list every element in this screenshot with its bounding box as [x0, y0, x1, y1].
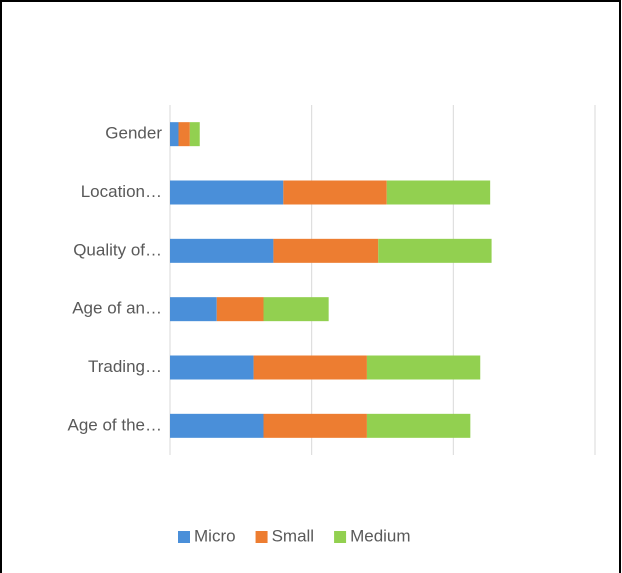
bar-segment [170, 238, 274, 263]
bar-segment [386, 180, 491, 205]
bar-segment [366, 413, 471, 438]
legend-swatch [178, 531, 190, 543]
y-tick-label: Age of the… [67, 415, 162, 434]
y-tick-label: Gender [105, 124, 162, 143]
legend-label: Medium [350, 526, 410, 545]
bar-segment [253, 355, 367, 380]
legend-label: Micro [194, 526, 236, 545]
bar-segment [189, 122, 200, 147]
y-tick-label: Trading… [88, 357, 162, 376]
bar-segment [263, 297, 329, 322]
bar-segment [216, 297, 264, 322]
y-tick-label: Location… [81, 182, 162, 201]
bar-segment [170, 122, 179, 147]
bar-segment [170, 355, 254, 380]
bar-segment [170, 413, 264, 438]
legend-label: Small [272, 526, 315, 545]
bar-segment [170, 297, 217, 322]
legend-swatch [334, 531, 347, 543]
y-tick-label: Quality of… [73, 240, 162, 259]
bar-segment [263, 413, 367, 438]
bar-segment [170, 180, 284, 205]
bar-segment [378, 238, 492, 263]
bar-segment [283, 180, 387, 205]
bar-segment [273, 238, 379, 263]
y-tick-label: Age of an… [72, 299, 162, 318]
bar-segment [366, 355, 481, 380]
bar-segment [178, 122, 190, 147]
legend-swatch [255, 531, 268, 543]
